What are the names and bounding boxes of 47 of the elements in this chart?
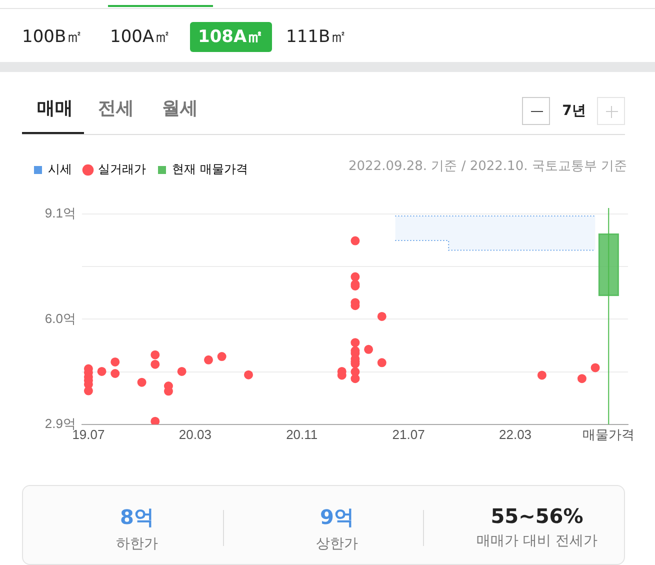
legend-label: 실거래가 <box>98 162 146 176</box>
text: 8억 <box>119 504 155 531</box>
legend-label: 현재 매물가격 <box>172 162 248 176</box>
point <box>150 360 160 369</box>
y-tick-label: 2.9억 <box>44 416 76 431</box>
text: 55~56% <box>490 504 584 528</box>
y-tick-label: 9.1억 <box>44 206 76 221</box>
x-tick-label: 20.11 <box>286 426 318 442</box>
point <box>150 416 160 424</box>
point <box>217 352 226 362</box>
point <box>177 366 186 376</box>
text: 108A㎡ <box>190 22 272 52</box>
point <box>150 350 160 360</box>
text: 9억 <box>319 504 355 531</box>
x-tick-label: 매물가격 <box>582 426 635 442</box>
point <box>364 344 374 354</box>
text: 매매 <box>37 97 73 120</box>
point <box>350 338 360 348</box>
point <box>110 368 120 378</box>
point <box>350 374 360 384</box>
point <box>377 312 386 321</box>
text: 100B㎡ <box>21 26 84 49</box>
x-tick-label: 22.03 <box>499 426 532 442</box>
text: 월세 <box>162 97 198 120</box>
point <box>590 363 600 372</box>
point <box>137 378 146 387</box>
point <box>537 370 546 380</box>
text: 매매가 대비 전세가 <box>476 532 598 550</box>
point <box>377 358 386 368</box>
point <box>244 370 254 380</box>
text: 전세 <box>98 97 134 120</box>
point <box>350 272 360 282</box>
text: 2022.09.28. 기준 / 2022.10. 국토교통부 기준 <box>348 158 627 175</box>
point <box>204 355 213 364</box>
point <box>97 366 106 376</box>
x-tick-label: 20.03 <box>178 426 212 442</box>
y-tick-label: 6.0억 <box>44 310 76 326</box>
text: 하한가 <box>115 535 159 553</box>
text: 상한가 <box>315 535 359 553</box>
point <box>350 236 360 246</box>
text: 100A㎡ <box>109 26 172 49</box>
legend-label: 시세 <box>48 162 72 176</box>
text: 111B㎡ <box>285 26 348 49</box>
x-tick-label: 21.07 <box>392 426 425 442</box>
point <box>110 357 120 366</box>
point <box>577 374 586 384</box>
text: 7년 <box>561 102 587 120</box>
